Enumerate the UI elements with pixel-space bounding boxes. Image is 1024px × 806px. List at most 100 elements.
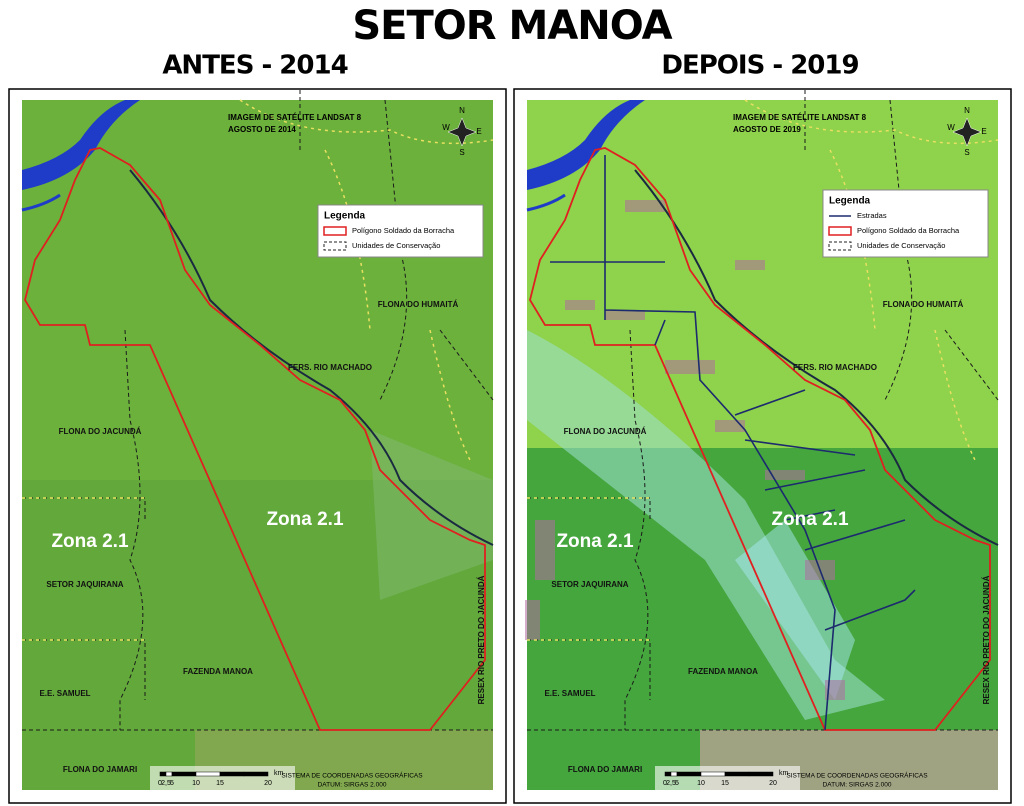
scale-bar-segment — [159, 771, 167, 777]
place-label: E.E. SAMUEL — [39, 689, 90, 698]
scale-label: 10 — [697, 780, 705, 787]
scale-label: 0 — [663, 780, 667, 787]
scale-bar-segment — [165, 771, 173, 777]
study-polygon — [529, 147, 991, 731]
scale-label: 20 — [264, 780, 272, 787]
compass-rose — [952, 117, 982, 147]
deforestation — [825, 680, 845, 700]
legend-symbol — [828, 241, 852, 251]
scale-label: 5 — [170, 780, 174, 787]
satellite-caption: IMAGEM DE SATÉLITE LANDSAT 8 — [228, 113, 362, 122]
zone-label: Zona 2.1 — [771, 509, 849, 530]
place-label: RESEX RIO PRETO DO JACUNDÁ — [477, 575, 486, 704]
crs-text: SISTEMA DE COORDENADAS GEOGRÁFICAS — [786, 771, 928, 780]
deforestation — [765, 470, 805, 480]
panel-heading: ANTES - 2014 — [162, 51, 347, 81]
place-label: FERS. RIO MACHADO — [288, 363, 372, 372]
road — [550, 155, 916, 731]
crs-text: SISTEMA DE COORDENADAS GEOGRÁFICAS — [281, 771, 423, 780]
compass-label: N — [459, 106, 465, 115]
legend-symbol — [323, 226, 347, 236]
river — [526, 193, 566, 212]
map-panel: IMAGEM DE SATÉLITE LANDSAT 8 AGOSTO DE 20… — [513, 88, 1012, 804]
scale-bar-segment — [676, 771, 702, 777]
place-label: FAZENDA MANOA — [688, 667, 758, 676]
deforestation — [565, 300, 595, 310]
crs-text: DATUM: SIRGAS 2.000 — [823, 782, 892, 789]
study-polygon — [24, 147, 486, 731]
scale-label: 2,5 — [161, 780, 171, 787]
river — [527, 100, 645, 190]
river — [129, 169, 494, 546]
image-tile — [370, 430, 493, 600]
place-label: SETOR JAQUIRANA — [551, 580, 628, 589]
conservation-boundary — [527, 90, 999, 731]
compass-label: S — [964, 148, 969, 157]
compass-label: S — [459, 148, 464, 157]
map-image — [21, 90, 494, 790]
scale-bar-segment — [749, 772, 773, 776]
scale-label: 5 — [675, 780, 679, 787]
compass-label: W — [947, 123, 955, 132]
satellite-caption: AGOSTO DE 2014 — [228, 125, 296, 134]
legend-label: Unidades de Conservação — [352, 241, 440, 250]
zone-label: Zona 2.1 — [556, 531, 634, 552]
place-label: FLONA DO HUMAITÁ — [883, 300, 964, 309]
deforestation — [665, 360, 715, 374]
place-label: FLONA DO JAMARI — [568, 765, 642, 774]
conservation-boundary — [22, 99, 494, 641]
legend-label: Polígono Soldado da Borracha — [352, 226, 455, 235]
scale-label: 2,5 — [666, 780, 676, 787]
page-title: SETOR MANOA — [352, 3, 672, 49]
scale-bar-segment — [195, 771, 221, 777]
legend-label: Polígono Soldado da Borracha — [857, 226, 960, 235]
legend-title: Legenda — [829, 196, 871, 207]
place-label: FLONA DO JAMARI — [63, 765, 137, 774]
scale-bar-segment — [171, 771, 197, 777]
legend-title: Legenda — [324, 211, 366, 222]
conservation-boundary — [22, 90, 494, 731]
deforestation — [625, 200, 665, 212]
panel-heading: DEPOIS - 2019 — [661, 51, 858, 81]
haze — [735, 520, 855, 700]
scale-unit: km — [274, 770, 284, 777]
scale-bar-segment — [724, 771, 750, 777]
legend-label: Estradas — [857, 211, 887, 220]
legend-symbol — [323, 241, 347, 251]
place-label: FLONA DO JACUNDÁ — [59, 427, 142, 436]
compass-label: W — [442, 123, 450, 132]
satellite-caption: AGOSTO DE 2019 — [733, 125, 801, 134]
zone-label: Zona 2.1 — [266, 509, 344, 530]
scale-label: 15 — [721, 780, 729, 787]
scale-label: 15 — [216, 780, 224, 787]
river — [21, 193, 61, 212]
deforestation — [715, 420, 745, 432]
deforestation — [605, 310, 645, 320]
compass-label: N — [964, 106, 970, 115]
scale-bar-bg — [655, 766, 800, 790]
scale-bar-bg — [150, 766, 295, 790]
river — [634, 169, 999, 546]
scale-label: 0 — [158, 780, 162, 787]
place-label: FLONA DO JACUNDÁ — [564, 427, 647, 436]
scale-label: 20 — [769, 780, 777, 787]
place-label: E.E. SAMUEL — [544, 689, 595, 698]
place-label: RESEX RIO PRETO DO JACUNDÁ — [982, 575, 991, 704]
place-label: SETOR JAQUIRANA — [46, 580, 123, 589]
river — [22, 100, 140, 190]
place-label: FERS. RIO MACHADO — [793, 363, 877, 372]
compass-label: E — [476, 127, 481, 136]
compass-rose — [447, 117, 477, 147]
satellite-caption: IMAGEM DE SATÉLITE LANDSAT 8 — [733, 113, 867, 122]
deforestation — [735, 260, 765, 270]
legend-symbol — [828, 226, 852, 236]
scale-bar-segment — [219, 771, 245, 777]
place-label: FLONA DO HUMAITÁ — [378, 300, 459, 309]
legend-label: Unidades de Conservação — [857, 241, 945, 250]
map-panel: IMAGEM DE SATÉLITE LANDSAT 8 AGOSTO DE 20… — [8, 88, 507, 804]
crs-text: DATUM: SIRGAS 2.000 — [318, 782, 387, 789]
conservation-boundary — [527, 99, 999, 641]
scale-bar-segment — [664, 771, 672, 777]
deforestation — [525, 600, 540, 640]
deforestation — [535, 520, 555, 580]
